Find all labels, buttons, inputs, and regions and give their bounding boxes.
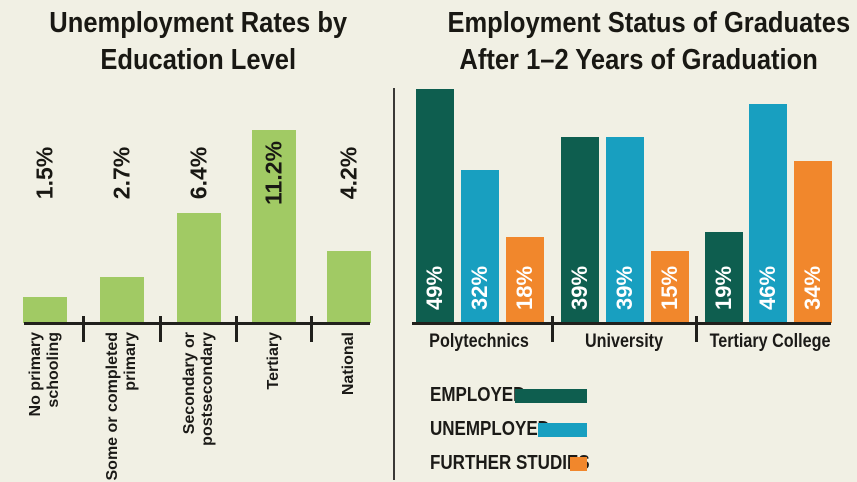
left-axis-tick-4	[310, 316, 313, 342]
value-label-university-unemployed: 39%	[612, 265, 637, 311]
left-chart-title-line1: Unemployment Rates by	[49, 7, 347, 39]
value-label-national: 4.2%	[335, 146, 362, 200]
value-label-no-primary: 1.5%	[31, 146, 58, 200]
left-chart-title-line2: Education Level	[100, 44, 296, 76]
value-label-polytechnics-employed: 49%	[422, 265, 447, 311]
legend-swatch-further-studies	[570, 457, 587, 471]
value-label-polytechnics-unemployed: 32%	[467, 265, 492, 311]
bar-university-unemployed	[606, 137, 644, 323]
left-chart-x-axis	[24, 322, 370, 325]
bar-polytechnics-further-studies	[506, 237, 544, 323]
value-label-tertiary-college-unemployed: 46%	[755, 265, 780, 311]
legend-swatch-employed	[515, 389, 587, 403]
bar-university-employed	[561, 137, 599, 323]
group-label-university: University	[584, 331, 664, 352]
bar-no-primary-schooling	[23, 297, 67, 323]
right-axis-tick-1	[551, 316, 554, 342]
bar-secondary-postsecondary	[177, 213, 221, 323]
category-label-no-primary-schooling: No primary schooling	[27, 332, 62, 417]
legend-swatch-unemployed	[538, 423, 587, 437]
bar-national	[327, 251, 371, 323]
bar-some-completed-primary	[100, 277, 144, 323]
category-label-tertiary: Tertiary	[265, 332, 282, 390]
chart-divider	[393, 88, 395, 480]
value-label-tertiary: 11.2%	[260, 141, 287, 205]
right-axis-tick-2	[695, 316, 698, 342]
category-label-some-completed-primary: Some or completed primary	[104, 332, 139, 481]
left-axis-tick-1	[82, 316, 85, 342]
value-label-some-primary: 2.7%	[108, 146, 135, 200]
value-label-tertiary-college-further-studies: 34%	[800, 265, 825, 311]
right-chart-title: Employment Status of Graduates After 1–2…	[420, 5, 857, 79]
legend-label-unemployed: UNEMPLOYED	[430, 418, 550, 440]
value-label-secondary: 6.4%	[185, 146, 212, 200]
left-chart-title: Unemployment Rates by Education Level	[18, 5, 378, 79]
right-chart-title-line1: Employment Status of Graduates	[447, 7, 851, 39]
bar-tertiary	[252, 130, 296, 323]
bar-polytechnics-employed	[416, 89, 454, 323]
left-axis-tick-3	[235, 316, 238, 342]
right-chart-title-line2: After 1–2 Years of Graduation	[459, 44, 818, 76]
value-label-university-employed: 39%	[567, 265, 592, 311]
right-chart-x-axis	[412, 322, 831, 325]
legend-label-employed: EMPLOYED	[430, 384, 526, 406]
legend-label-further-studies: FURTHER STUDIES	[430, 452, 590, 474]
category-label-national: National	[340, 332, 357, 396]
bar-tertiary-college-further-studies	[794, 161, 832, 323]
group-label-tertiary-college: Tertiary College	[709, 331, 831, 352]
bar-university-further-studies	[651, 251, 689, 323]
bar-tertiary-college-unemployed	[749, 104, 787, 323]
value-label-polytechnics-further-studies: 18%	[512, 265, 537, 311]
value-label-university-further-studies: 15%	[657, 265, 682, 311]
bar-tertiary-college-employed	[705, 232, 743, 323]
group-label-polytechnics: Polytechnics	[429, 331, 529, 352]
value-label-tertiary-college-employed: 19%	[711, 265, 736, 311]
left-axis-tick-2	[159, 316, 162, 342]
bar-polytechnics-unemployed	[461, 170, 499, 323]
category-label-secondary-postsecondary: Secondary or postsecondary	[181, 332, 216, 446]
